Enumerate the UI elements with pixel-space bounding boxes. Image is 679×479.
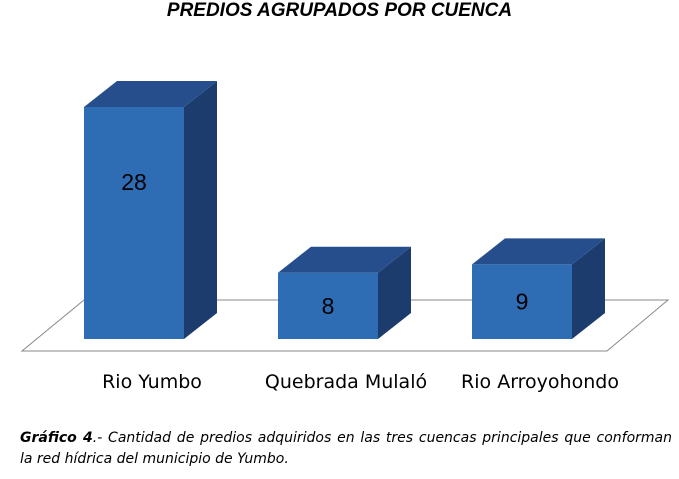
bar-top-2: [472, 238, 605, 265]
bar-top-1: [278, 246, 411, 273]
bar-chart-3d: 28 Rio Yumbo 8 Quebrada Mulaló 9 Rio Arroyoho…: [20, 81, 670, 393]
category-label-2: Rio Arroyohondo: [461, 371, 619, 393]
bar-0: [84, 107, 184, 339]
bar-side-0: [184, 81, 217, 339]
bar-value-label-1: 8: [322, 293, 335, 319]
bar-1: [278, 272, 378, 339]
bar-value-label-0: 28: [121, 169, 147, 195]
bar-side-2: [572, 238, 605, 339]
bar-2: [472, 264, 572, 339]
chart-title: PREDIOS AGRUPADOS POR CUENCA: [166, 0, 513, 21]
caption-text: .- Cantidad de predios adquiridos en las…: [20, 430, 672, 467]
caption-label: Gráfico 4: [20, 430, 93, 446]
bar-side-1: [378, 246, 411, 339]
category-label-1: Quebrada Mulaló: [265, 371, 427, 393]
figure-caption: Gráfico 4.- Cantidad de predios adquirid…: [20, 428, 672, 470]
category-label-0: Rio Yumbo: [102, 371, 202, 393]
bar-top-0: [84, 81, 217, 107]
bar-value-label-2: 9: [516, 289, 529, 315]
